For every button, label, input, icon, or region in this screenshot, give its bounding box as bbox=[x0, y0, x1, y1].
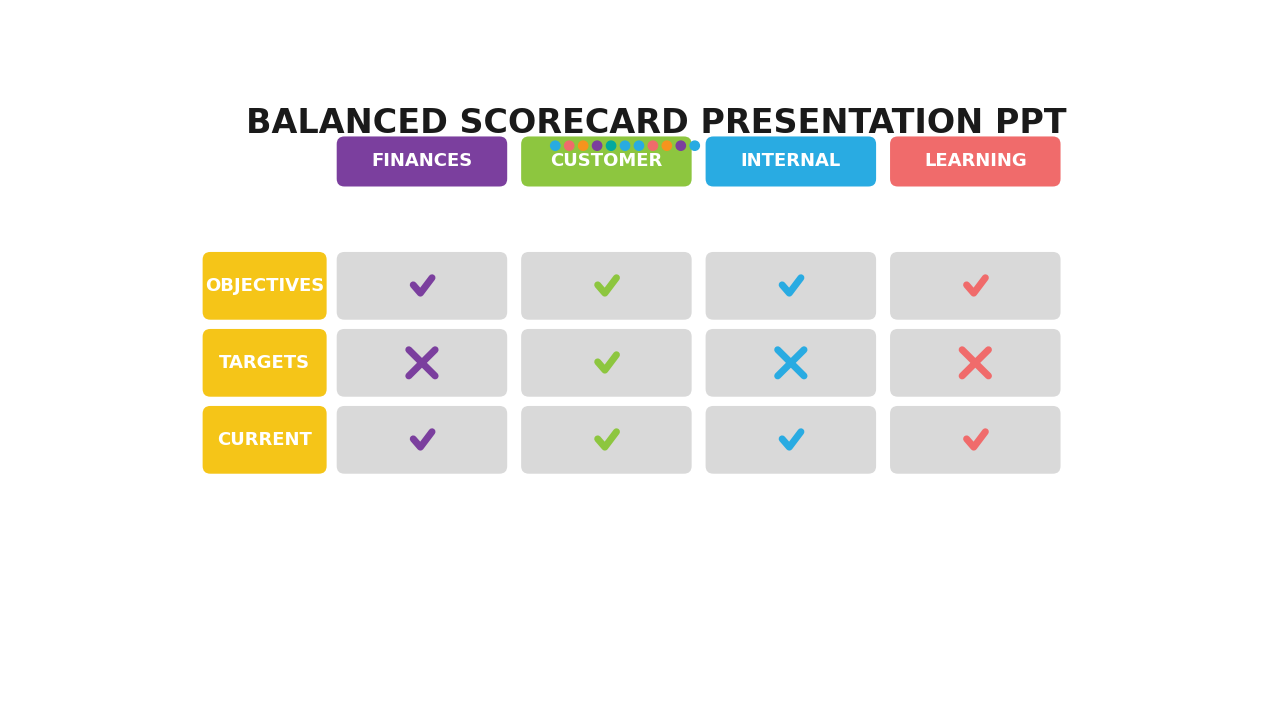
FancyBboxPatch shape bbox=[705, 252, 876, 320]
FancyBboxPatch shape bbox=[202, 252, 326, 320]
Circle shape bbox=[536, 141, 547, 150]
FancyBboxPatch shape bbox=[890, 406, 1061, 474]
FancyBboxPatch shape bbox=[890, 137, 1061, 186]
FancyBboxPatch shape bbox=[337, 137, 507, 186]
Text: TARGETS: TARGETS bbox=[219, 354, 310, 372]
Text: CUSTOMER: CUSTOMER bbox=[550, 153, 663, 171]
Text: LEARNING: LEARNING bbox=[924, 153, 1027, 171]
Circle shape bbox=[648, 141, 658, 150]
FancyBboxPatch shape bbox=[521, 252, 691, 320]
Text: OBJECTIVES: OBJECTIVES bbox=[205, 276, 324, 294]
FancyBboxPatch shape bbox=[337, 406, 507, 474]
FancyBboxPatch shape bbox=[337, 252, 507, 320]
Circle shape bbox=[621, 141, 630, 150]
Circle shape bbox=[676, 141, 686, 150]
FancyBboxPatch shape bbox=[890, 252, 1061, 320]
FancyBboxPatch shape bbox=[521, 406, 691, 474]
Circle shape bbox=[579, 141, 588, 150]
FancyBboxPatch shape bbox=[705, 329, 876, 397]
Circle shape bbox=[564, 141, 573, 150]
Circle shape bbox=[607, 141, 616, 150]
FancyBboxPatch shape bbox=[202, 406, 326, 474]
Circle shape bbox=[593, 141, 602, 150]
Circle shape bbox=[635, 141, 644, 150]
FancyBboxPatch shape bbox=[705, 406, 876, 474]
FancyBboxPatch shape bbox=[337, 329, 507, 397]
FancyBboxPatch shape bbox=[521, 137, 691, 186]
Circle shape bbox=[550, 141, 559, 150]
Text: FINANCES: FINANCES bbox=[371, 153, 472, 171]
Text: BALANCED SCORECARD PRESENTATION PPT: BALANCED SCORECARD PRESENTATION PPT bbox=[246, 107, 1066, 140]
FancyBboxPatch shape bbox=[705, 137, 876, 186]
FancyBboxPatch shape bbox=[202, 329, 326, 397]
Text: INTERNAL: INTERNAL bbox=[741, 153, 841, 171]
Text: CURRENT: CURRENT bbox=[218, 431, 312, 449]
Circle shape bbox=[690, 141, 699, 150]
FancyBboxPatch shape bbox=[521, 329, 691, 397]
Circle shape bbox=[662, 141, 672, 150]
FancyBboxPatch shape bbox=[890, 329, 1061, 397]
